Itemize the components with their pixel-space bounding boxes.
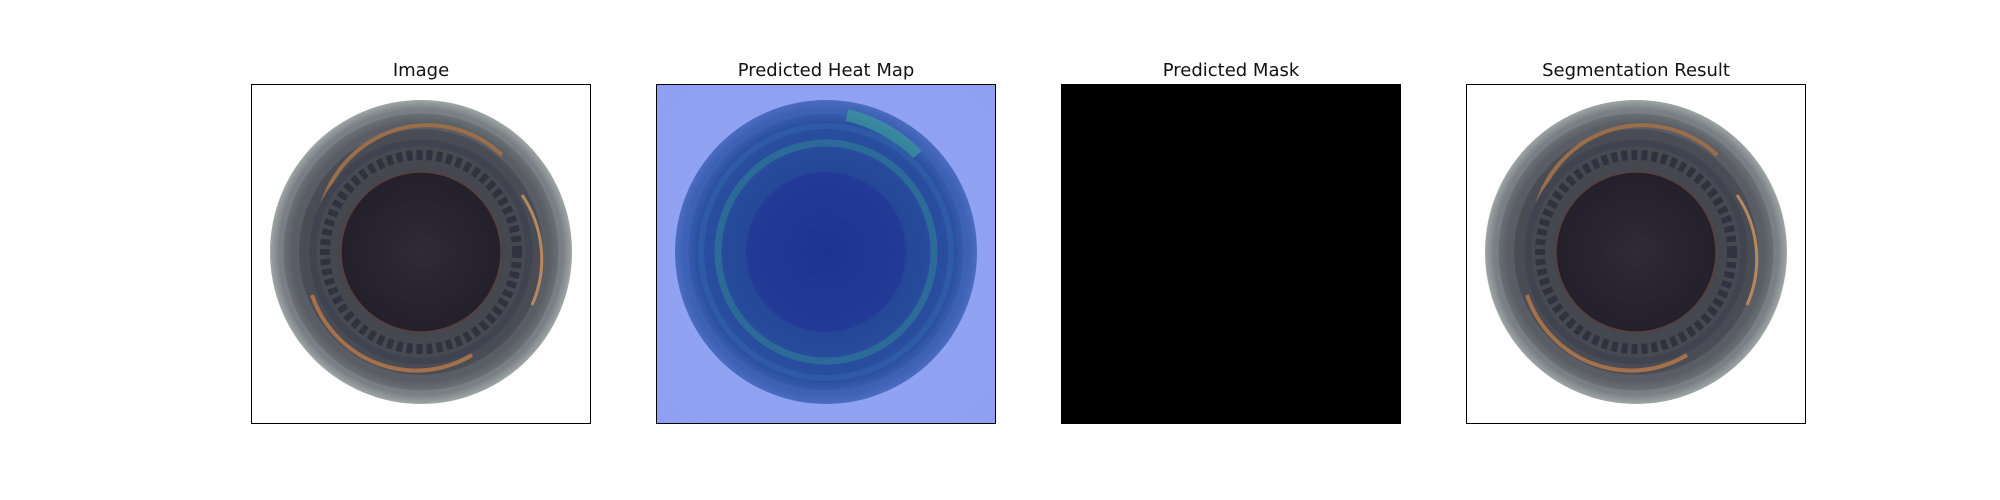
segmentation-frame bbox=[1466, 84, 1806, 424]
panel-title: Predicted Mask bbox=[1162, 60, 1300, 81]
mask-frame bbox=[1061, 84, 1401, 424]
segmentation-photo bbox=[1467, 85, 1805, 423]
heat-map-overlay bbox=[657, 85, 995, 423]
image-frame bbox=[251, 84, 591, 424]
mask-image bbox=[1062, 85, 1400, 423]
panel-title: Segmentation Result bbox=[1542, 60, 1730, 81]
panel-title: Image bbox=[392, 60, 450, 81]
panel-title: Predicted Heat Map bbox=[737, 60, 915, 81]
panel-segmentation: Segmentation Result bbox=[1466, 58, 1806, 424]
bottle-cap-photo bbox=[252, 85, 590, 423]
panel-heat-map: Predicted Heat Map bbox=[656, 58, 996, 424]
panel-image: Image bbox=[251, 58, 591, 424]
panel-mask: Predicted Mask bbox=[1061, 58, 1401, 424]
heat-map-frame bbox=[656, 84, 996, 424]
